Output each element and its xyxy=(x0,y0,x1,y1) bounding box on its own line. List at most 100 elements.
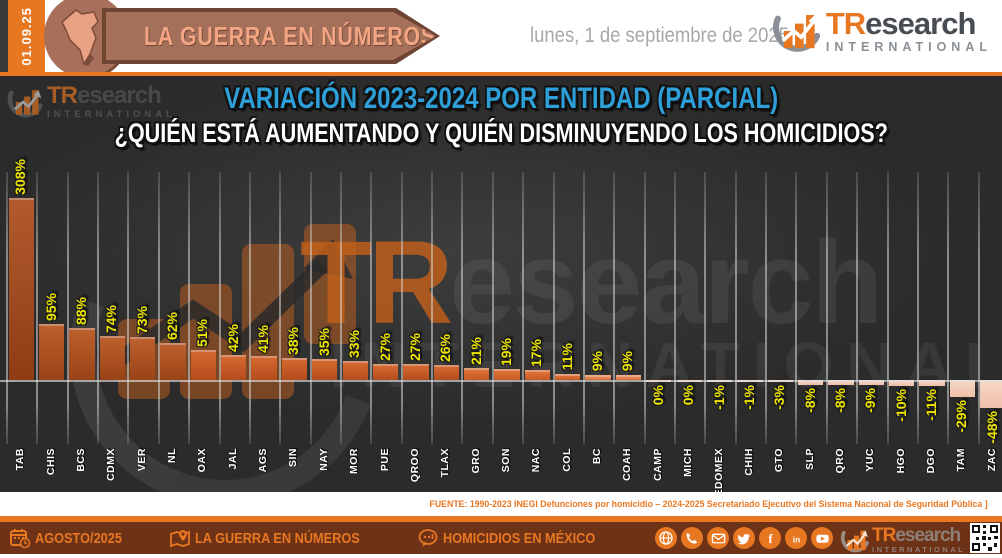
axis-label-COL: COL xyxy=(560,448,573,472)
bar-value-label: -3% xyxy=(771,385,788,410)
gridline xyxy=(431,172,434,444)
bar-DGO xyxy=(919,380,945,387)
brand-tr: TR xyxy=(47,82,78,110)
bar-value-label: 17% xyxy=(528,338,545,367)
email-icon[interactable] xyxy=(707,527,729,549)
bar-SLP xyxy=(797,380,824,385)
gridline xyxy=(309,172,312,444)
facebook-icon[interactable]: f xyxy=(759,527,781,549)
gridline xyxy=(248,172,251,444)
footer-topic: HOMICIDIOS EN MÉXICO xyxy=(418,522,622,554)
axis-label-OAX: OAX xyxy=(196,448,209,473)
axis-label-QRO: QRO xyxy=(834,448,846,474)
footer-topic-label: HOMICIDIOS EN MÉXICO xyxy=(443,529,596,547)
axis-label-BCS: BCS xyxy=(74,448,87,472)
bar-JAL xyxy=(221,355,247,380)
bar-COAH xyxy=(615,374,642,380)
bar-value-label: 51% xyxy=(194,318,211,347)
orange-divider xyxy=(0,72,1002,76)
map-pin-icon xyxy=(170,530,190,548)
bar-value-label: -48% xyxy=(983,411,1000,444)
gridline xyxy=(400,172,403,444)
axis-label-CAMP: CAMP xyxy=(651,448,664,481)
axis-label-SIN: SIN xyxy=(287,448,300,468)
bar-NL xyxy=(160,343,186,380)
gridline xyxy=(947,172,950,444)
bar-value-label: 95% xyxy=(42,292,59,321)
gridline xyxy=(188,172,191,444)
zero-axis-line xyxy=(0,380,1002,382)
bar-value-label: -29% xyxy=(953,400,970,433)
bar-value-label: 27% xyxy=(406,333,423,362)
gridline xyxy=(157,172,160,444)
linkedin-icon[interactable]: in xyxy=(785,527,807,549)
header: 01.09.25 LA GUERRA EN NÚMEROS lunes, 1 d… xyxy=(0,0,1002,80)
chart-subtitle: ¿QUIÉN ESTÁ AUMENTANDO Y QUIÉN DISMINUYE… xyxy=(114,118,888,148)
bar-value-label: -10% xyxy=(892,388,909,422)
bar-value-label: -11% xyxy=(923,389,940,422)
footer-period: AGOSTO/2025 xyxy=(10,522,137,554)
bar-value-label: -1% xyxy=(710,385,727,410)
axis-label-BC: BC xyxy=(591,448,604,465)
axis-label-TAM: TAM xyxy=(955,448,968,472)
bar-YUC xyxy=(858,380,885,386)
website-icon[interactable] xyxy=(655,527,677,549)
bar-COL xyxy=(555,373,581,380)
brand-sub: INTERNATIONAL xyxy=(872,545,966,555)
bar-SON xyxy=(494,368,520,380)
bar-value-label: 88% xyxy=(72,297,89,326)
axis-label-GRO: GRO xyxy=(469,448,482,474)
banner-title: LA GUERRA EN NÚMEROS xyxy=(144,20,436,51)
gridline xyxy=(370,172,373,444)
bar-TLAX xyxy=(433,364,459,380)
gridline xyxy=(6,172,8,444)
watermark-tresearch: TResearch xyxy=(300,224,883,342)
axis-label-MICH: MICH xyxy=(682,448,695,477)
gridline xyxy=(704,172,707,444)
bar-AGS xyxy=(251,355,277,380)
gridline xyxy=(674,172,676,444)
bar-ZAC xyxy=(980,380,1002,409)
axis-label-QROO: QROO xyxy=(408,448,421,483)
axis-label-SLP: SLP xyxy=(803,448,816,470)
gridline xyxy=(97,172,100,444)
gridline xyxy=(916,172,919,444)
youtube-icon[interactable] xyxy=(811,527,833,549)
bar-HGO xyxy=(889,380,915,386)
axis-label-YUC: YUC xyxy=(864,448,877,472)
bar-CDMX xyxy=(99,336,125,380)
header-date: lunes, 1 de septiembre de 2025 xyxy=(530,24,789,47)
footer: AGOSTO/2025 LA GUERRA EN NÚMEROS HOMICID… xyxy=(0,522,1002,554)
tresearch-chart-icon xyxy=(840,530,869,553)
bar-NAC xyxy=(524,369,551,380)
bar-VER xyxy=(129,336,156,380)
axis-label-CDMX: CDMX xyxy=(105,448,118,481)
brand-sub: INTERNATIONAL xyxy=(47,109,176,121)
bar-value-label: -8% xyxy=(832,387,848,413)
brand-rest: esearch xyxy=(77,82,162,110)
bar-value-label: 0% xyxy=(649,385,666,406)
bar-value-label: 42% xyxy=(224,324,241,353)
qr-code[interactable] xyxy=(970,523,1000,553)
gridline xyxy=(734,172,737,444)
bar-value-label: 35% xyxy=(315,328,332,357)
gridline xyxy=(127,172,130,444)
bar-PUE xyxy=(372,364,399,380)
brand-rest: esearch xyxy=(895,525,961,547)
footer-orange-line xyxy=(0,516,1002,522)
bar-value-label: 27% xyxy=(376,333,393,362)
phone-icon[interactable] xyxy=(681,527,703,549)
bar-value-label: 62% xyxy=(164,312,180,341)
axis-label-SON: SON xyxy=(500,448,512,473)
axis-label-HGO: HGO xyxy=(894,448,907,474)
bar-value-label: 11% xyxy=(558,343,575,371)
tresearch-chart-icon xyxy=(772,15,821,52)
brand-name: TResearch xyxy=(872,526,965,545)
twitter-icon[interactable] xyxy=(733,527,755,549)
gridline xyxy=(977,172,980,444)
bar-value-label: 0% xyxy=(680,385,697,406)
axis-label-TLAX: TLAX xyxy=(439,448,452,478)
tresearch-chart-icon xyxy=(7,90,43,118)
side-date-strip: 01.09.25 xyxy=(8,0,45,72)
bar-value-label: 9% xyxy=(589,351,606,372)
